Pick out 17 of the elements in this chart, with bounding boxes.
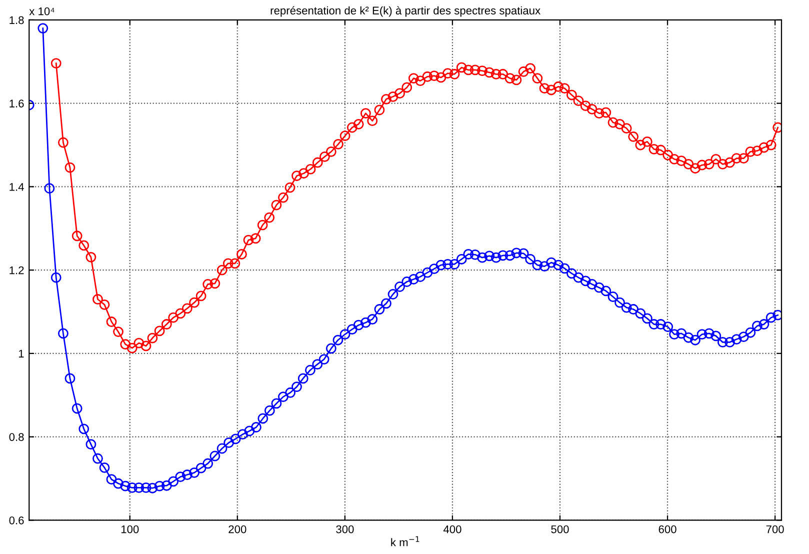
x-tick-label: 700 <box>766 525 784 534</box>
y-tick-label: 1.6 <box>10 100 24 108</box>
x-tick-label: 300 <box>336 525 354 534</box>
y-tick-label: 1.4 <box>10 183 24 191</box>
chart-title: représentation de k² E(k) à partir des spectres spatiaux <box>270 6 540 17</box>
x-tick-label: 600 <box>658 525 676 534</box>
text: x 10⁴ <box>29 7 54 16</box>
x-tick-label: 500 <box>551 525 569 534</box>
y-tick-label: 0.8 <box>9 433 24 441</box>
y-tick-label: 1.8 <box>10 16 24 24</box>
x-tick-label: 400 <box>443 525 462 534</box>
y-tick-label: 1.2 <box>10 266 24 274</box>
y-tick-label: 1 <box>18 350 24 358</box>
x-axis-title: k m$^{−1}$ <box>391 536 420 546</box>
y-tick-label: 0.6 <box>9 516 24 524</box>
x-tick-label: 200 <box>228 525 246 534</box>
x-tick-label: 100 <box>121 525 139 534</box>
